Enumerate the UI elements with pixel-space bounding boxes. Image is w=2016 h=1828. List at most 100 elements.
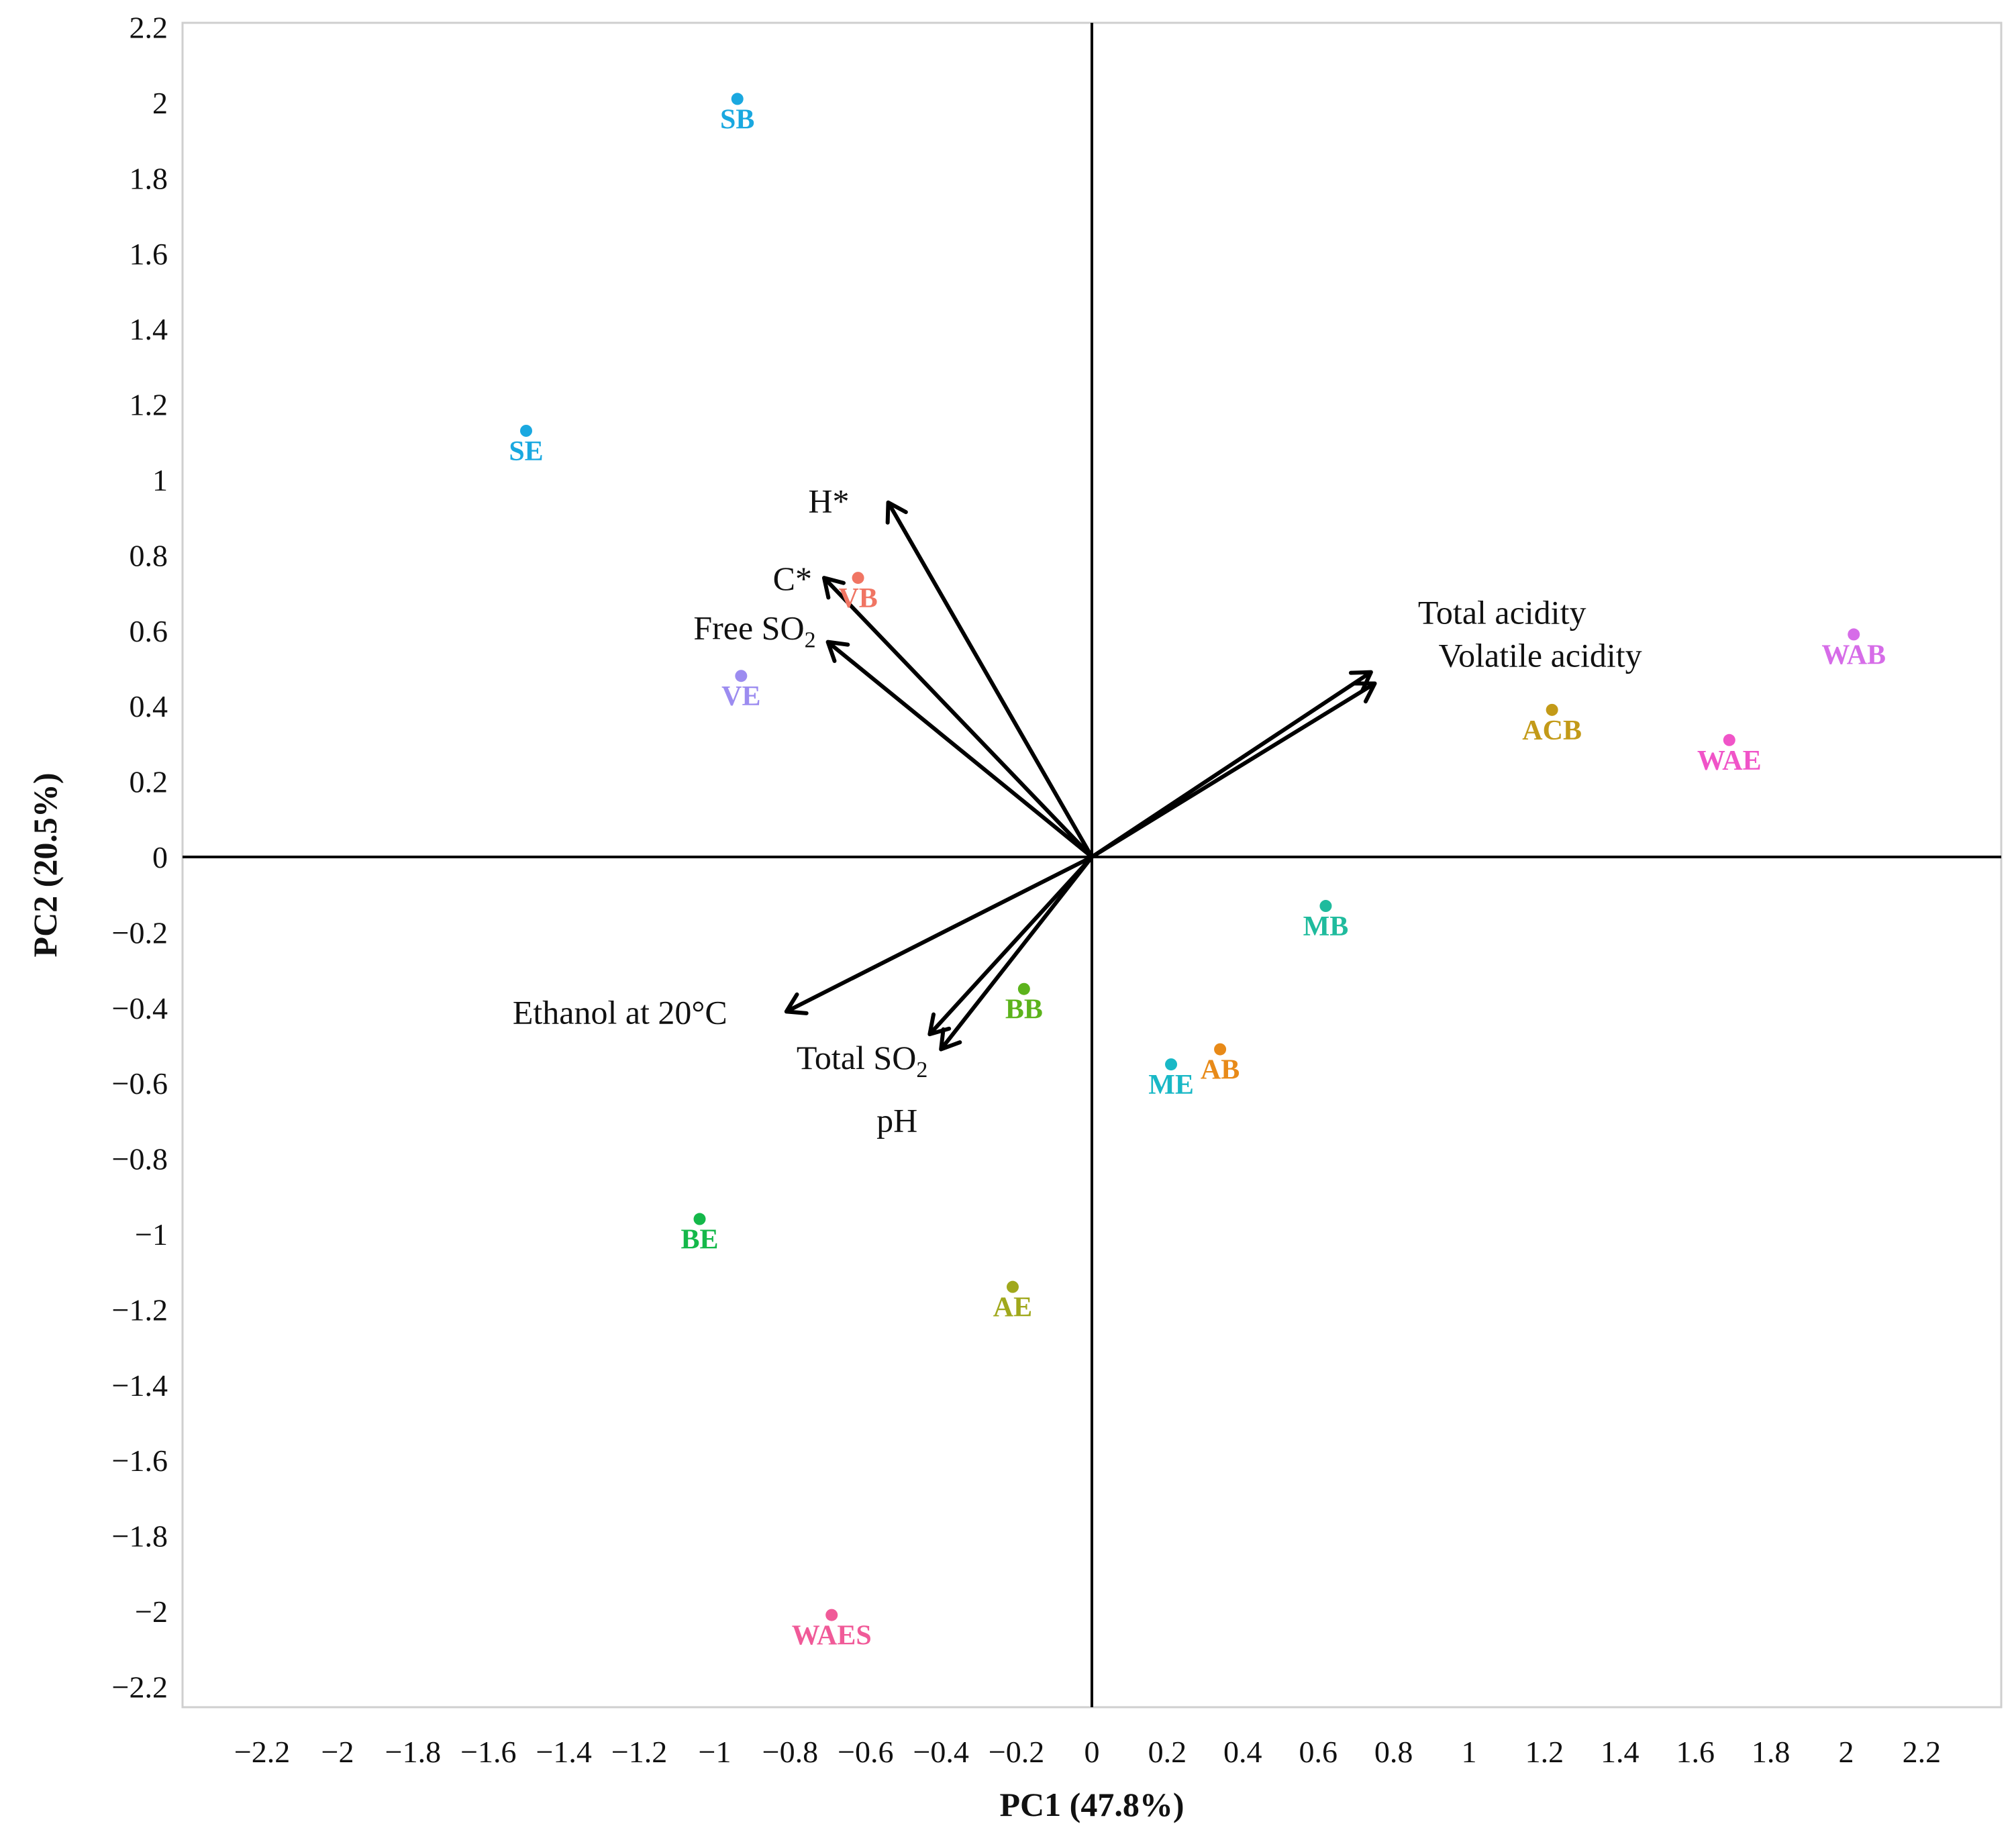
y-tick-label: −0.4	[112, 991, 168, 1025]
score-point-label: WAES	[792, 1621, 872, 1652]
score-point-label: WAB	[1821, 640, 1886, 670]
y-tick-label: −1.2	[112, 1292, 168, 1327]
score-point-label: ME	[1148, 1070, 1194, 1101]
score-point	[1546, 703, 1558, 716]
x-tick-label: 2.2	[1903, 1735, 1942, 1769]
score-point-label: SE	[509, 436, 543, 467]
score-point-label: WAE	[1697, 746, 1762, 776]
y-axis-ticks: 2.2 2 1.8 1.6 1.4 1.2 1 0.8 0.6 0.4 0.2 0 −0.2 −0.4 −0…	[112, 11, 168, 1705]
y-tick-label: 1.4	[130, 312, 168, 346]
y-tick-label: −1	[135, 1217, 168, 1252]
x-tick-label: −2.2	[234, 1735, 290, 1769]
score-point-label: VB	[838, 583, 877, 614]
score-point	[852, 572, 864, 585]
loading-vector-line	[826, 640, 1093, 859]
x-tick-label: 0.2	[1148, 1735, 1187, 1769]
x-tick-label: 0.4	[1223, 1735, 1262, 1769]
loading-vector-line	[785, 855, 1093, 1014]
score-point	[1214, 1043, 1227, 1056]
loading-vector-label: C*	[773, 560, 812, 597]
y-tick-label: −1.8	[112, 1519, 168, 1554]
y-tick-label: −2.2	[112, 1670, 168, 1704]
loading-vector-line	[886, 501, 1094, 858]
y-tick-label: −1.4	[112, 1368, 168, 1403]
score-point-label: VE	[721, 681, 760, 712]
x-tick-label: −1.4	[536, 1735, 591, 1769]
loading-vector-arrowhead	[825, 640, 850, 663]
score-point	[1848, 628, 1860, 641]
score-point	[693, 1213, 706, 1225]
loading-vector-label: Free SO2	[693, 609, 815, 653]
x-tick-label: 0.8	[1374, 1735, 1413, 1769]
score-point-label: ACB	[1522, 715, 1582, 746]
x-tick-label: −1.2	[611, 1735, 667, 1769]
score-point	[1319, 900, 1332, 913]
score-point	[1165, 1058, 1178, 1071]
y-tick-label: 0.6	[130, 614, 168, 648]
x-tick-label: 1	[1462, 1735, 1477, 1769]
loading-vector-arrowhead	[821, 576, 846, 600]
score-point-label: AE	[993, 1292, 1032, 1323]
y-tick-label: 1.2	[130, 388, 168, 422]
y-tick-label: 1.6	[130, 237, 168, 271]
score-point	[1723, 733, 1735, 746]
score-point	[1006, 1280, 1019, 1293]
y-tick-label: 0.8	[130, 538, 168, 572]
y-tick-label: −2	[135, 1594, 168, 1629]
y-tick-label: −0.2	[112, 915, 168, 950]
score-point	[520, 424, 532, 437]
x-tick-label: −0.8	[762, 1735, 818, 1769]
x-tick-label: −2	[321, 1735, 354, 1769]
x-tick-label: −0.6	[838, 1735, 893, 1769]
loading-vector-arrowhead	[784, 992, 809, 1015]
x-tick-label: 2	[1839, 1735, 1854, 1769]
loading-vector-line	[822, 576, 1094, 859]
loading-vector-label: Volatile acidity	[1439, 636, 1642, 674]
loading-vector-label: Ethanol at 20°C	[513, 993, 727, 1031]
x-tick-label: 1.4	[1601, 1735, 1640, 1769]
y-tick-label: 0.4	[130, 689, 168, 723]
y-axis-title: PC2 (20.5%)	[26, 773, 64, 958]
score-point	[731, 93, 744, 105]
zero-lines	[183, 23, 2001, 1707]
score-point-label: AB	[1201, 1055, 1240, 1086]
x-axis-ticks: −2.2 −2 −1.8 −1.6 −1.4 −1.2 −1 −0.8 −0.6 −0.4 −0.2…	[234, 1735, 1941, 1769]
score-point	[735, 670, 748, 682]
x-tick-label: 0.6	[1299, 1735, 1338, 1769]
x-tick-label: −0.2	[989, 1735, 1044, 1769]
y-tick-label: −1.6	[112, 1443, 168, 1478]
loading-vector-arrowhead	[939, 1027, 962, 1052]
x-tick-label: −0.4	[913, 1735, 968, 1769]
y-tick-label: 0	[152, 840, 168, 874]
loading-vectors: H* C* Free SO2 Total acidity Volatile acidit…	[513, 483, 1642, 1139]
x-tick-label: 1.8	[1752, 1735, 1791, 1769]
score-point-label: MB	[1303, 911, 1349, 942]
y-tick-label: 0.2	[130, 765, 168, 799]
y-tick-label: 2	[152, 86, 168, 120]
loading-vector-label: H*	[808, 483, 849, 520]
score-point-label: BE	[681, 1225, 719, 1256]
x-tick-label: 1.2	[1525, 1735, 1564, 1769]
score-point-label: BB	[1005, 995, 1043, 1025]
loading-vector-label: Total SO2	[797, 1039, 927, 1082]
score-point-label: SB	[720, 104, 754, 135]
loading-vector-label: Total acidity	[1418, 594, 1586, 631]
x-tick-label: −1.6	[460, 1735, 516, 1769]
y-tick-label: 1	[152, 463, 168, 497]
loading-vector-line	[939, 856, 1094, 1051]
y-tick-label: 2.2	[130, 11, 168, 45]
score-point	[825, 1609, 838, 1621]
x-tick-label: 1.6	[1676, 1735, 1715, 1769]
loading-vector-line	[1091, 681, 1376, 859]
loading-vector-arrowhead	[1352, 681, 1377, 704]
y-tick-label: −0.6	[112, 1066, 168, 1101]
score-point	[1017, 982, 1030, 995]
x-axis-title: PC1 (47.8%)	[1000, 1786, 1185, 1823]
y-tick-label: 1.8	[130, 161, 168, 195]
loading-vector-line	[928, 855, 1094, 1036]
x-tick-label: 0	[1085, 1735, 1100, 1769]
x-tick-label: −1	[699, 1735, 732, 1769]
loading-vector-arrowhead	[885, 500, 908, 525]
